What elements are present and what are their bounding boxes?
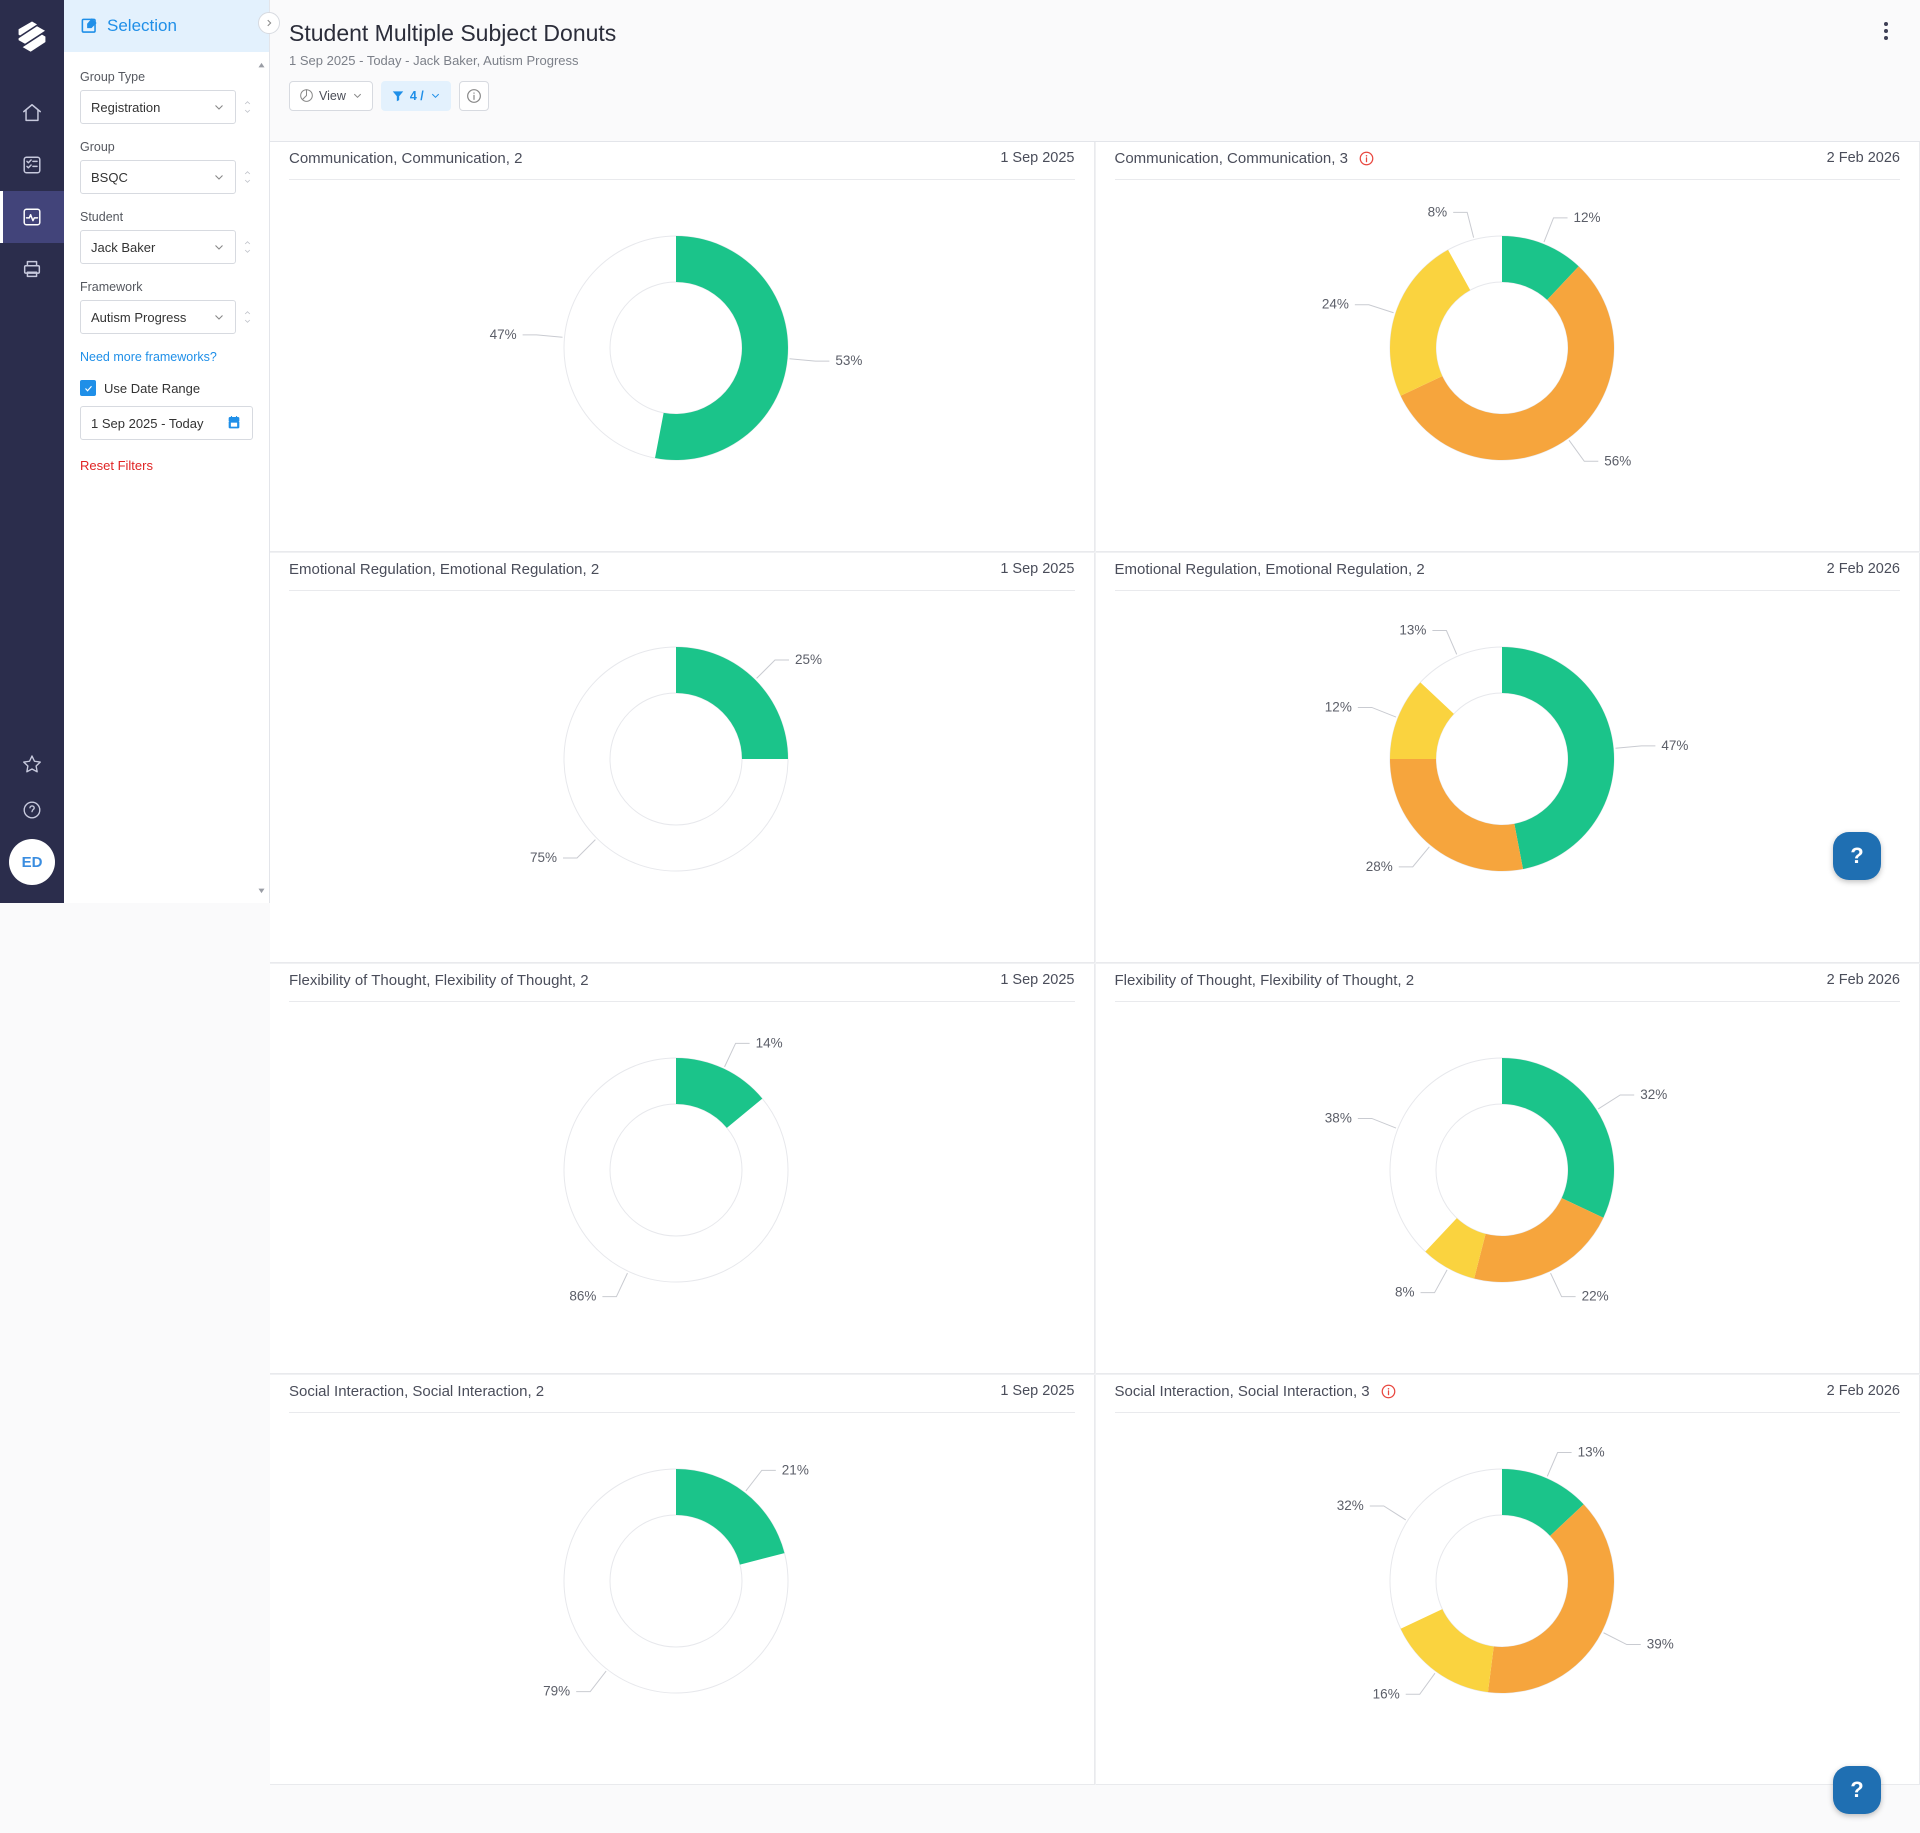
- svg-text:25%: 25%: [795, 652, 822, 667]
- svg-text:86%: 86%: [570, 1288, 597, 1303]
- svg-text:24%: 24%: [1322, 296, 1349, 311]
- svg-text:53%: 53%: [836, 353, 863, 368]
- svg-text:47%: 47%: [1661, 737, 1688, 752]
- svg-text:56%: 56%: [1604, 453, 1631, 468]
- svg-text:12%: 12%: [1325, 699, 1352, 714]
- svg-text:28%: 28%: [1365, 858, 1392, 873]
- svg-text:22%: 22%: [1581, 1288, 1608, 1303]
- svg-text:75%: 75%: [530, 850, 557, 865]
- svg-text:32%: 32%: [1640, 1087, 1667, 1102]
- svg-text:13%: 13%: [1399, 622, 1426, 637]
- svg-text:14%: 14%: [756, 1035, 783, 1050]
- svg-text:32%: 32%: [1337, 1498, 1364, 1513]
- svg-text:13%: 13%: [1577, 1444, 1604, 1459]
- svg-text:21%: 21%: [782, 1462, 809, 1477]
- svg-text:16%: 16%: [1372, 1686, 1399, 1701]
- svg-text:39%: 39%: [1646, 1636, 1673, 1651]
- svg-text:47%: 47%: [490, 326, 517, 341]
- svg-text:8%: 8%: [1427, 204, 1447, 219]
- svg-text:79%: 79%: [543, 1683, 570, 1698]
- svg-text:38%: 38%: [1325, 1110, 1352, 1125]
- svg-text:12%: 12%: [1573, 209, 1600, 224]
- svg-text:8%: 8%: [1395, 1284, 1415, 1299]
